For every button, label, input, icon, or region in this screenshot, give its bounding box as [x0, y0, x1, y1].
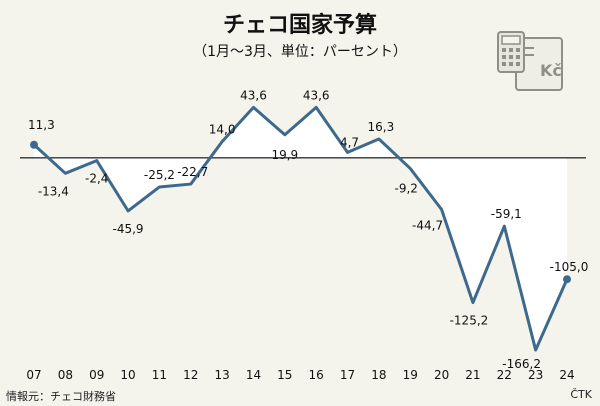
x-tick-label: 10 — [120, 368, 135, 382]
data-label: -22,7 — [177, 165, 208, 179]
data-point — [563, 275, 571, 284]
area-fill — [34, 107, 567, 350]
x-tick-label: 11 — [152, 368, 167, 382]
x-tick-label: 17 — [340, 368, 355, 382]
series-line — [32, 105, 569, 352]
data-label: -59,1 — [491, 207, 522, 221]
x-tick-label: 08 — [58, 368, 73, 382]
data-label: -2,4 — [85, 172, 108, 186]
x-tick-label: 24 — [559, 368, 574, 382]
x-tick-label: 07 — [26, 368, 41, 382]
data-label: 43,6 — [240, 88, 267, 102]
x-tick-label: 20 — [434, 368, 449, 382]
data-label: -125,2 — [450, 314, 489, 328]
data-label: 11,3 — [28, 118, 55, 132]
x-tick-label: 23 — [528, 368, 543, 382]
chart-subtitle: （1月〜3月、単位：パーセント） — [193, 44, 407, 60]
currency-label: Kč — [540, 61, 562, 80]
data-label: -44,7 — [412, 219, 443, 233]
x-tick-label: 22 — [497, 368, 512, 382]
x-tick-label: 09 — [89, 368, 104, 382]
agency-credit: ČTK — [570, 388, 592, 401]
source-note: 情報元：チェコ財務省 — [6, 390, 116, 403]
data-label: -105,0 — [550, 260, 589, 274]
data-label: -25,2 — [144, 168, 175, 182]
x-tick-label: 21 — [465, 368, 480, 382]
x-tick-label: 15 — [277, 368, 292, 382]
data-label: -13,4 — [38, 184, 69, 198]
data-label: 43,6 — [303, 88, 330, 102]
data-label: -166,2 — [502, 357, 541, 371]
data-point — [30, 140, 38, 149]
data-label: -45,9 — [113, 222, 144, 236]
data-label: 14,0 — [209, 123, 236, 137]
x-tick-label: 14 — [246, 368, 261, 382]
x-tick-label: 16 — [309, 368, 324, 382]
chart-title: チェコ国家予算 — [222, 13, 377, 38]
data-label: 4,7 — [340, 135, 359, 149]
data-label: 16,3 — [368, 120, 395, 134]
data-label: -9,2 — [395, 181, 418, 195]
x-tick-label: 19 — [403, 368, 418, 382]
x-tick-label: 12 — [183, 368, 198, 382]
calculator-banknote-icon: Kč — [497, 31, 563, 91]
data-label: 19,9 — [271, 148, 298, 162]
x-tick-label: 13 — [214, 368, 229, 382]
x-tick-label: 18 — [371, 368, 386, 382]
